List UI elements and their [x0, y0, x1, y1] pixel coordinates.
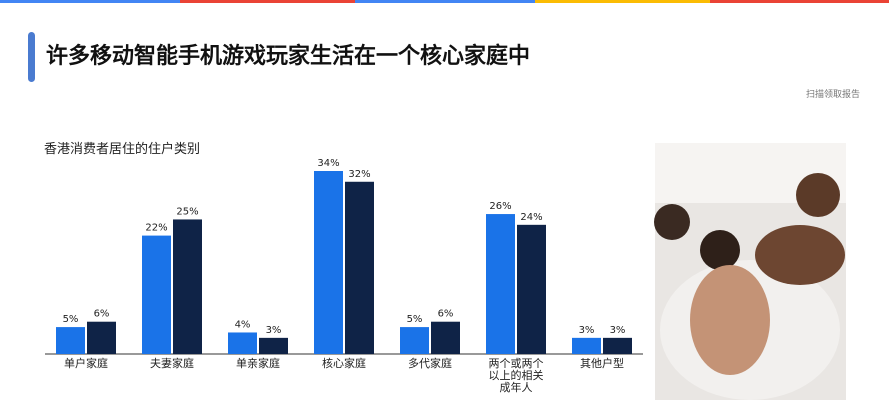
color-strip [535, 0, 710, 3]
bar [314, 171, 343, 354]
value-label: 4% [235, 319, 251, 330]
bar [228, 332, 257, 354]
value-label: 6% [438, 309, 454, 320]
x-tick-label: 多代家庭 [408, 357, 452, 370]
title-accent [28, 32, 35, 82]
bar [486, 214, 515, 354]
value-label: 3% [610, 325, 626, 336]
bar [142, 235, 171, 354]
value-label: 34% [317, 158, 339, 169]
bar [87, 321, 116, 354]
value-label: 26% [489, 201, 511, 212]
value-label: 25% [176, 206, 198, 217]
color-strip [0, 0, 180, 3]
title: 许多移动智能手机游戏玩家生活在一个核心家庭中 [46, 44, 531, 69]
bar [173, 219, 202, 354]
photo [654, 143, 846, 400]
bar [345, 181, 374, 354]
value-label: 5% [63, 314, 79, 325]
value-label: 24% [520, 212, 542, 223]
x-tick-label: 单亲家庭 [236, 357, 280, 370]
value-label: 32% [348, 169, 370, 180]
chart-subtitle: 香港消费者居住的住户类别 [44, 142, 201, 157]
note: 扫描领取报告 [805, 90, 860, 100]
bar [517, 224, 546, 354]
value-label: 6% [94, 309, 110, 320]
x-tick-label: 核心家庭 [322, 357, 366, 370]
bar [56, 327, 85, 354]
bar [400, 327, 429, 354]
x-tick-label: 其他户型 [580, 357, 624, 370]
bar [431, 321, 460, 354]
x-tick-label: 两个或两个以上的相关成年人 [488, 357, 544, 394]
bar [259, 337, 288, 354]
color-strip [710, 0, 889, 3]
color-strip [180, 0, 355, 3]
x-tick-label: 夫妻家庭 [150, 357, 194, 370]
value-label: 5% [407, 314, 423, 325]
color-strip [355, 0, 535, 3]
value-label: 3% [266, 325, 282, 336]
bar [603, 337, 632, 354]
bar [572, 337, 601, 354]
value-label: 22% [145, 223, 167, 234]
x-tick-label: 单户家庭 [64, 357, 108, 370]
value-label: 3% [579, 325, 595, 336]
